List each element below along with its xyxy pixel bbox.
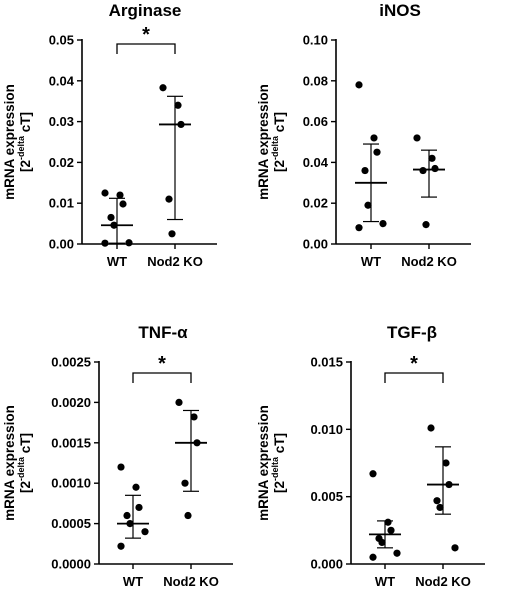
chart-title: Arginase xyxy=(109,1,182,20)
chart-title: iNOS xyxy=(379,1,421,20)
chart-panel: TGF-β mRNA expression [2-delta cT] 0.000 0.0… xyxy=(256,323,485,589)
y-tick-label: 0.0000 xyxy=(51,557,91,572)
y-tick-label: 0.015 xyxy=(310,355,343,370)
data-point xyxy=(364,201,372,209)
y-tick-label: 0.03 xyxy=(49,114,74,129)
y-tick-label: 0.000 xyxy=(310,557,343,572)
chart-panel: Arginase mRNA expression [2-delta cT] 0.00 0… xyxy=(2,1,217,269)
data-point xyxy=(413,134,421,142)
data-point xyxy=(117,463,125,471)
data-point xyxy=(373,148,381,156)
data-point xyxy=(168,230,176,238)
y-tick-label: 0.08 xyxy=(303,73,328,88)
y-axis-label-line2: [2-delta cT] xyxy=(270,112,287,172)
y-axis-label-line1: mRNA expression xyxy=(256,84,271,200)
y-axis-label-line1: mRNA expression xyxy=(2,405,17,521)
data-point xyxy=(116,191,124,199)
y-axis-label-line1: mRNA expression xyxy=(2,84,17,200)
significance-star: * xyxy=(142,24,150,46)
y-tick-label: 0.010 xyxy=(310,422,343,437)
y-tick-label: 0.06 xyxy=(303,114,328,129)
y-axis-label-line1: mRNA expression xyxy=(256,405,271,521)
data-point xyxy=(369,470,377,478)
data-point xyxy=(135,503,143,512)
data-point xyxy=(174,101,182,109)
data-point xyxy=(175,398,183,406)
x-tick-label: Nod2 KO xyxy=(401,254,457,269)
y-tick-label: 0.01 xyxy=(49,196,74,211)
x-tick-label: WT xyxy=(107,254,127,269)
data-point xyxy=(431,164,439,173)
data-point xyxy=(427,424,435,432)
chart-panel: TNF-α mRNA expression [2-delta cT] 0.0000 0.… xyxy=(2,323,233,589)
data-point xyxy=(101,189,109,197)
data-point xyxy=(123,511,131,520)
data-point xyxy=(370,134,378,142)
x-tick-label: Nod2 KO xyxy=(415,574,471,589)
significance-bracket xyxy=(132,372,192,383)
significance-star: * xyxy=(158,353,166,375)
y-tick-label: 0.0020 xyxy=(51,395,91,410)
y-axis-label-line2: [2-delta cT] xyxy=(16,433,33,493)
significance-bracket xyxy=(384,372,444,383)
data-point xyxy=(107,213,115,222)
y-tick-label: 0.0015 xyxy=(51,435,91,450)
y-tick-label: 0.04 xyxy=(49,73,75,88)
data-point xyxy=(442,459,450,467)
significance-bracket xyxy=(116,43,176,54)
x-tick-label: WT xyxy=(361,254,381,269)
y-axis-label-line2: [2-delta cT] xyxy=(270,433,287,493)
y-tick-label: 0.02 xyxy=(303,196,328,211)
chart-title: TGF-β xyxy=(387,323,437,342)
significance-star: * xyxy=(410,353,418,375)
y-tick-label: 0.0025 xyxy=(51,355,91,370)
data-point xyxy=(361,166,369,175)
chart-title: TNF-α xyxy=(138,323,188,342)
y-axis-label-line2: [2-delta cT] xyxy=(16,112,33,172)
y-tick-label: 0.10 xyxy=(303,33,328,48)
x-tick-label: Nod2 KO xyxy=(147,254,203,269)
data-point xyxy=(393,549,401,557)
data-point xyxy=(141,528,149,536)
data-point xyxy=(119,200,127,208)
y-axis-label: mRNA expression [2-delta cT] xyxy=(256,405,287,521)
data-point xyxy=(117,542,125,550)
data-point xyxy=(433,497,441,505)
data-point xyxy=(184,511,192,520)
data-point xyxy=(125,239,133,247)
y-axis-label: mRNA expression [2-delta cT] xyxy=(2,84,33,200)
x-tick-label: WT xyxy=(375,574,395,589)
y-tick-label: 0.02 xyxy=(49,155,74,170)
data-point xyxy=(436,503,444,512)
data-point xyxy=(165,195,173,203)
data-point xyxy=(355,224,363,232)
data-point xyxy=(422,221,430,229)
data-point xyxy=(428,154,436,162)
data-point xyxy=(451,544,459,552)
x-tick-label: WT xyxy=(123,574,143,589)
data-point xyxy=(159,84,167,92)
data-point xyxy=(378,538,386,547)
data-point xyxy=(379,220,387,228)
y-tick-label: 0.00 xyxy=(303,237,328,252)
data-point xyxy=(181,479,189,487)
chart-panel: iNOS mRNA expression [2-delta cT] 0.00 0.02 0… xyxy=(256,1,471,269)
data-point xyxy=(387,526,395,534)
data-point xyxy=(190,413,198,421)
y-axis-label: mRNA expression [2-delta cT] xyxy=(2,405,33,521)
y-tick-label: 0.00 xyxy=(49,237,74,252)
y-tick-label: 0.0010 xyxy=(51,476,91,491)
data-point xyxy=(101,239,109,247)
y-tick-label: 0.005 xyxy=(310,489,343,504)
y-axis-label: mRNA expression [2-delta cT] xyxy=(256,84,287,200)
y-tick-label: 0.05 xyxy=(49,33,74,48)
data-point xyxy=(132,483,140,491)
data-point xyxy=(369,553,377,561)
data-point xyxy=(419,166,427,175)
x-tick-label: Nod2 KO xyxy=(163,574,219,589)
y-tick-label: 0.0005 xyxy=(51,516,91,531)
y-tick-label: 0.04 xyxy=(303,155,329,170)
data-point xyxy=(355,81,363,89)
